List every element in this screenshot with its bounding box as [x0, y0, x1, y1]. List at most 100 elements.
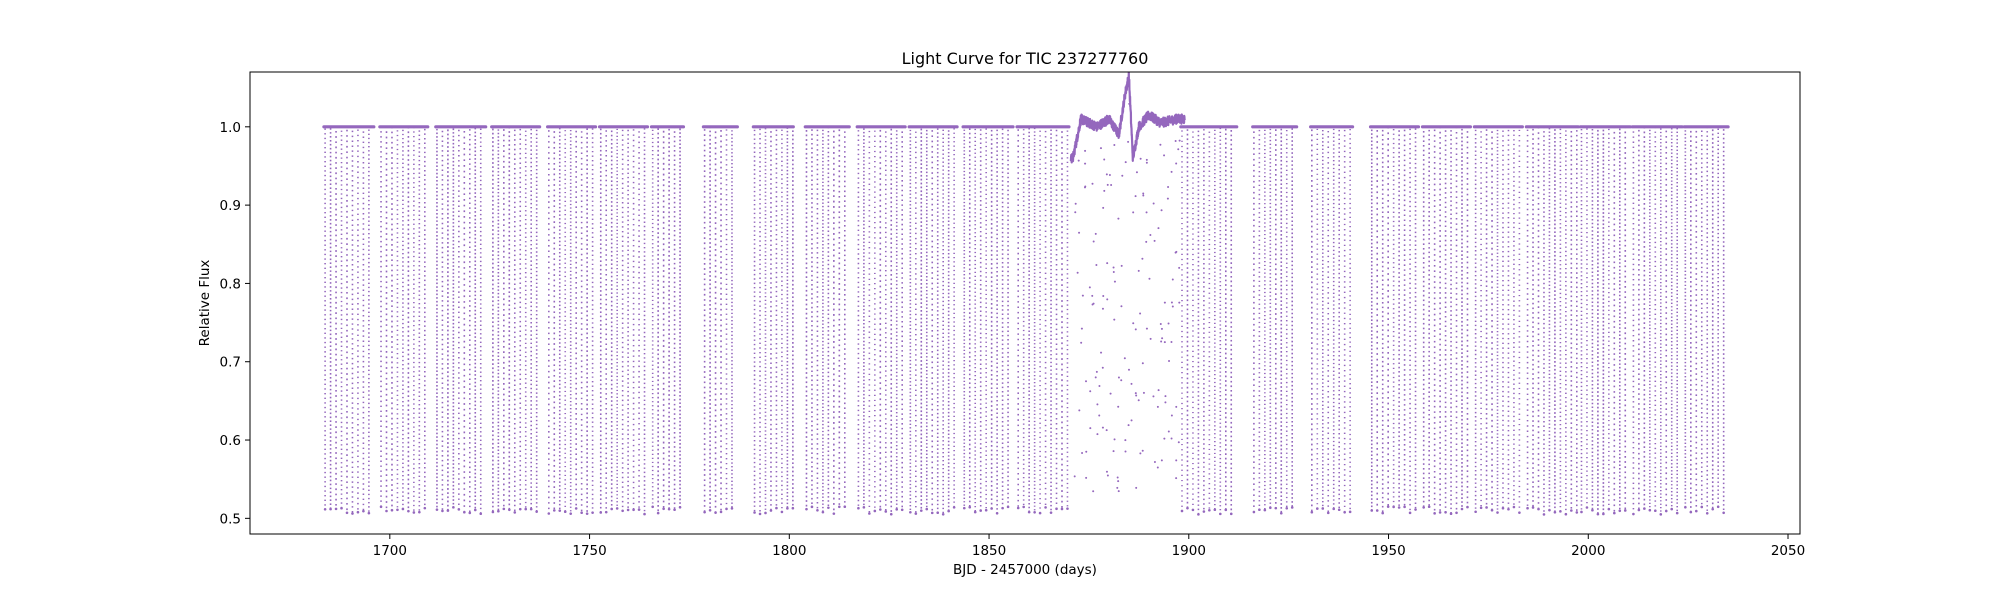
variable-flux-point [1141, 449, 1144, 452]
variable-flux-point [1077, 159, 1080, 162]
transit-bottom-point [1433, 512, 1436, 515]
variable-flux-point [1175, 459, 1178, 462]
variable-flux-point [1091, 294, 1094, 297]
variable-flux-point [1105, 470, 1108, 473]
y-tick-label: 0.7 [220, 355, 241, 371]
transit-bottom-point [401, 507, 405, 511]
transit-bottom-point [468, 511, 472, 515]
variable-flux-point [1105, 429, 1108, 432]
transit-bottom-point [667, 507, 671, 511]
variable-flux-point [1178, 139, 1181, 142]
variable-flux-point [1157, 389, 1160, 392]
transit-bottom-point [1507, 507, 1510, 511]
y-axis: 0.5 0.6 0.7 0.8 0.9 1.0 [220, 120, 250, 527]
variable-flux-point [1117, 217, 1120, 220]
transit-bottom-point [396, 508, 399, 512]
transit-bottom-point [463, 510, 466, 514]
y-tick-label: 0.8 [220, 276, 241, 292]
variable-flux-point [1175, 405, 1178, 408]
variable-flux-point [1137, 399, 1140, 402]
transit-bottom-point [610, 507, 613, 511]
variable-flux-point [1080, 327, 1083, 330]
variable-flux-point [1153, 461, 1156, 464]
variable-flux-point [1167, 186, 1170, 189]
variable-flux-point [1153, 239, 1156, 242]
transit-bottom-point [1501, 506, 1505, 510]
variable-flux-point [1167, 430, 1170, 433]
variable-flux-point [1145, 161, 1148, 164]
transit-bottom-point [984, 508, 988, 512]
transit-bottom-point [1711, 507, 1715, 511]
plot-frame [249, 71, 1801, 535]
plot-marks [322, 71, 1730, 516]
transit-bottom-point [952, 506, 956, 509]
x-tick-label: 1950 [1371, 543, 1405, 559]
variable-flux-point [1145, 158, 1148, 161]
transit-bottom-point [1623, 509, 1627, 512]
variable-flux-point [1130, 419, 1133, 422]
variable-flux-point [1120, 264, 1123, 267]
variable-flux-point [1102, 295, 1105, 298]
transit-bottom-point [1716, 505, 1720, 509]
variable-flux-point [1163, 154, 1166, 157]
transit-bottom-point [1474, 510, 1477, 514]
variable-flux-point [1170, 437, 1173, 440]
y-tick-label: 1.0 [220, 120, 241, 136]
transit-bottom-point [1496, 511, 1499, 514]
variable-flux-point [1160, 209, 1163, 212]
transit-bottom-point [1274, 506, 1278, 510]
variable-flux-point [1174, 251, 1177, 254]
transit-bottom-point [1675, 511, 1679, 515]
transit-bottom-point [1044, 506, 1047, 509]
variable-flux-point [1164, 401, 1167, 404]
transit-bottom-point [1518, 511, 1521, 514]
transit-bottom-point [1531, 506, 1535, 509]
variable-flux-point [1145, 240, 1148, 243]
transit-bottom-point [805, 507, 808, 511]
variable-flux-point [1160, 340, 1163, 343]
transit-bottom-point [1537, 507, 1540, 511]
transit-bottom-point [1224, 508, 1228, 512]
variable-flux-point [1096, 433, 1099, 436]
transit-bottom-point [1580, 510, 1583, 514]
transit-bottom-point [547, 512, 551, 515]
variable-flux-point [1137, 269, 1140, 272]
transit-bottom-point [1258, 508, 1261, 512]
variable-flux-point [1168, 359, 1171, 362]
variable-flux-point [1084, 185, 1087, 188]
transit-bottom-point [1449, 512, 1453, 516]
transit-bottom-point [708, 509, 712, 512]
transit-bottom-point [1321, 507, 1325, 510]
transit-bottom-point [678, 505, 682, 509]
variable-flux-point [1092, 240, 1095, 243]
transit-bottom-point [962, 506, 966, 510]
transit-bottom-point [334, 507, 338, 511]
transit-bottom-point [604, 510, 608, 514]
transit-bottom-point [1397, 506, 1401, 509]
transit-bottom-point [810, 505, 814, 509]
transit-bottom-point [1403, 505, 1406, 509]
transit-bottom-point [632, 508, 635, 512]
variable-flux-point [1161, 337, 1164, 340]
variable-flux-series [1069, 71, 1186, 164]
transit-bottom-point [407, 509, 410, 513]
transit-bottom-point [1060, 507, 1064, 511]
transit-bottom-point [1033, 510, 1036, 514]
transit-bottom-point [1485, 506, 1488, 509]
variable-flux-point [1113, 143, 1116, 146]
variable-flux-point [1091, 182, 1094, 185]
x-tick-label: 2000 [1571, 543, 1605, 559]
transit-bottom-point [764, 511, 767, 515]
x-tick-label: 2050 [1771, 543, 1805, 559]
transit-bottom-point [725, 507, 728, 511]
variable-flux-point [1160, 327, 1163, 330]
transit-bottom-point [941, 512, 945, 516]
transit-bottom-point [873, 509, 877, 513]
transit-bottom-point [1180, 509, 1184, 513]
transit-bottom-point [1252, 510, 1256, 514]
x-tick-label: 1700 [373, 543, 407, 559]
transit-bottom-point [452, 506, 455, 509]
variable-flux-point [1116, 476, 1119, 479]
transit-bottom-point [1613, 511, 1616, 515]
